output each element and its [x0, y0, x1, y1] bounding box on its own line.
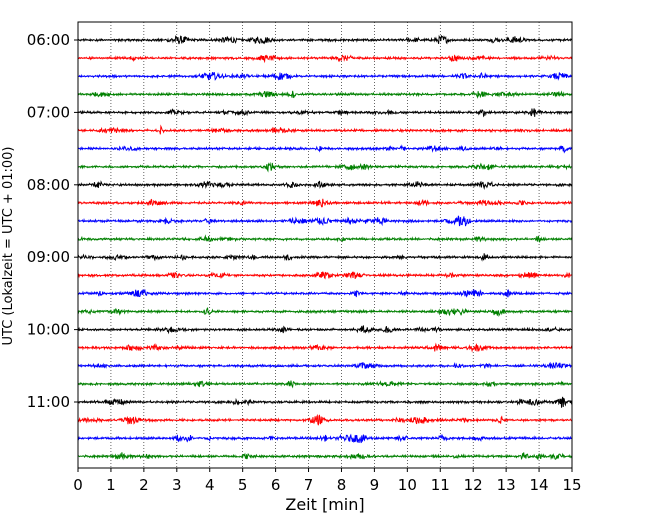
- x-tick-label: 6: [271, 476, 281, 494]
- seismic-trace-0945: [77, 307, 573, 317]
- seismic-trace-0830: [77, 215, 573, 227]
- seismic-trace-1115: [77, 413, 573, 426]
- y-tick-label: 10:00: [27, 321, 70, 339]
- seismic-trace-0700: [77, 108, 573, 118]
- x-tick-label: 14: [530, 476, 549, 494]
- seismic-trace-1045: [77, 380, 573, 389]
- seismic-trace-0730: [77, 144, 573, 154]
- x-tick-label: 4: [205, 476, 215, 494]
- seismic-trace-1100: [77, 396, 573, 408]
- plot-frame: [77, 21, 573, 469]
- y-tick-label: 06:00: [27, 31, 70, 49]
- seismic-trace-0815: [77, 198, 573, 208]
- seismic-trace-0600: [77, 34, 573, 45]
- y-tick-label: 07:00: [27, 103, 70, 121]
- x-tick-label: 11: [431, 476, 450, 494]
- y-tick-label: 11:00: [27, 393, 70, 411]
- y-axis-label: UTC (Lokalzeit = UTC + 01:00): [1, 147, 16, 346]
- seismic-trace-0900: [77, 253, 573, 262]
- seismic-trace-1000: [77, 325, 573, 335]
- grid-lines: [110, 22, 540, 468]
- x-axis-label: Zeit [min]: [285, 495, 364, 514]
- seismic-trace-0745: [77, 161, 573, 173]
- seismic-trace-0800: [77, 180, 573, 190]
- x-tick-label: 13: [497, 476, 516, 494]
- seismic-trace-0715: [77, 124, 573, 135]
- x-tick-label: 0: [73, 476, 83, 494]
- x-tick-label: 5: [238, 476, 248, 494]
- seismic-trace-0630: [77, 71, 573, 81]
- seismic-trace-1030: [77, 361, 573, 370]
- x-tick-label: 15: [562, 476, 581, 494]
- seismic-trace-1015: [77, 342, 573, 353]
- x-tick-label: 1: [106, 476, 116, 494]
- x-tick-label: 2: [139, 476, 149, 494]
- x-tick-label: 3: [172, 476, 182, 494]
- x-tick-label: 8: [337, 476, 347, 494]
- x-tick-label: 10: [398, 476, 417, 494]
- x-tick-label: 7: [304, 476, 314, 494]
- seismic-trace-1145: [77, 452, 573, 461]
- x-tick-label: 12: [464, 476, 483, 494]
- x-tick-label: 9: [370, 476, 380, 494]
- trace-group: [77, 34, 573, 461]
- y-tick-label: 08:00: [27, 176, 70, 194]
- seismic-trace-0845: [77, 234, 573, 243]
- seismic-trace-1130: [77, 433, 573, 444]
- x-axis-ticks: 0 1 2 3 4 5 6 7 8 9 10 11 12 13 14 15: [73, 468, 582, 494]
- y-tick-label: 09:00: [27, 248, 70, 266]
- seismic-trace-0645: [77, 90, 573, 99]
- seismic-trace-0915: [77, 271, 573, 280]
- y-axis-ticks: 06:00 07:00 08:00 09:00 10:00 11:00: [27, 31, 78, 411]
- seismic-trace-0930: [77, 288, 573, 298]
- seismic-trace-0615: [77, 54, 573, 64]
